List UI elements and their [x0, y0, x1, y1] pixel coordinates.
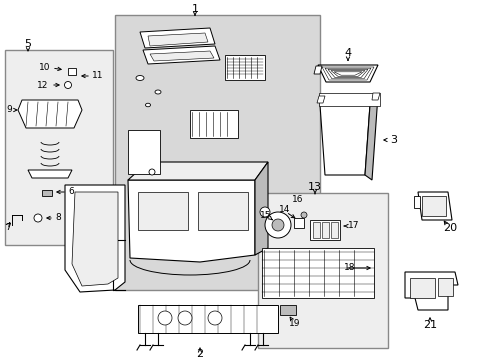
Text: 13: 13: [307, 182, 321, 192]
Polygon shape: [254, 162, 267, 255]
Polygon shape: [18, 100, 82, 128]
Bar: [280, 305, 295, 315]
Text: 11: 11: [92, 71, 103, 80]
Polygon shape: [140, 28, 215, 48]
Circle shape: [260, 207, 269, 217]
Text: 12: 12: [37, 81, 48, 90]
Circle shape: [178, 311, 192, 325]
Circle shape: [149, 169, 155, 175]
Bar: [318, 93, 379, 106]
Bar: [138, 305, 278, 333]
Text: 1: 1: [191, 4, 198, 14]
Bar: [312, 222, 319, 238]
Circle shape: [271, 219, 284, 231]
Polygon shape: [319, 95, 377, 105]
Bar: [437, 278, 452, 296]
Bar: [115, 15, 319, 290]
Polygon shape: [413, 196, 419, 208]
Polygon shape: [65, 185, 125, 292]
Text: 15: 15: [260, 211, 271, 220]
Circle shape: [158, 311, 172, 325]
Bar: [409, 278, 434, 298]
Polygon shape: [364, 95, 377, 180]
Text: 2: 2: [196, 349, 203, 359]
Bar: [190, 110, 238, 138]
Ellipse shape: [145, 103, 150, 107]
Text: 9: 9: [6, 105, 12, 114]
Circle shape: [207, 311, 222, 325]
Polygon shape: [142, 46, 220, 64]
Text: 6: 6: [68, 188, 74, 197]
Text: 20: 20: [442, 223, 456, 233]
Polygon shape: [72, 192, 118, 286]
Bar: [138, 192, 187, 230]
Polygon shape: [150, 51, 214, 61]
Polygon shape: [313, 66, 321, 74]
Bar: [68, 68, 76, 75]
Polygon shape: [128, 162, 267, 180]
Polygon shape: [371, 93, 379, 100]
Ellipse shape: [155, 90, 161, 94]
Circle shape: [301, 212, 306, 218]
Text: 7: 7: [5, 224, 11, 233]
Ellipse shape: [136, 76, 143, 81]
Bar: [258, 193, 387, 348]
Text: 16: 16: [292, 195, 303, 204]
Text: 4: 4: [344, 48, 351, 58]
Text: 8: 8: [55, 213, 61, 222]
Polygon shape: [404, 272, 457, 310]
Text: 3: 3: [389, 135, 396, 145]
Circle shape: [264, 212, 290, 238]
Text: 21: 21: [422, 320, 436, 330]
Bar: [128, 130, 160, 174]
Bar: [309, 220, 339, 240]
Text: 17: 17: [347, 220, 359, 230]
Circle shape: [34, 214, 42, 222]
Bar: [224, 55, 264, 80]
Text: 14: 14: [279, 204, 290, 213]
Text: 5: 5: [24, 39, 31, 49]
Polygon shape: [417, 192, 451, 220]
Bar: [198, 192, 247, 230]
Bar: [42, 190, 52, 196]
Text: 18: 18: [344, 264, 355, 273]
Bar: [421, 196, 445, 216]
Polygon shape: [319, 105, 369, 175]
Text: 19: 19: [289, 319, 300, 328]
Polygon shape: [28, 170, 72, 178]
Bar: [330, 222, 337, 238]
Polygon shape: [148, 33, 207, 46]
Polygon shape: [128, 180, 254, 262]
Bar: [5, 50, 113, 245]
Bar: [293, 218, 304, 228]
Polygon shape: [316, 96, 325, 103]
Text: 10: 10: [39, 63, 50, 72]
Circle shape: [64, 81, 71, 89]
Bar: [321, 222, 328, 238]
Bar: [262, 248, 373, 298]
Polygon shape: [317, 65, 377, 82]
